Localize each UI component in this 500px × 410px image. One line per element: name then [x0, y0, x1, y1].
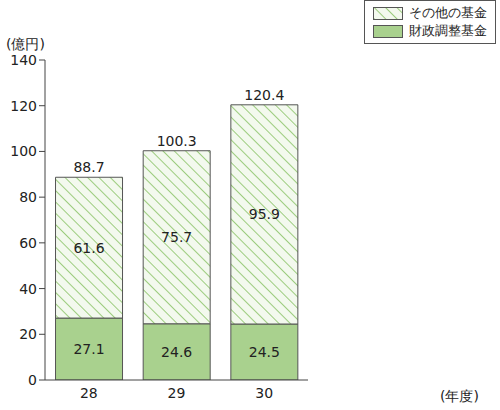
html-text:財政調整基金: 財政調整基金 — [409, 23, 487, 38]
svg-text:120: 120 — [10, 98, 37, 114]
html-text:(億円): (億円) — [6, 36, 45, 52]
svg-text:95.9: 95.9 — [249, 206, 280, 222]
svg-text:140: 140 — [10, 52, 37, 68]
svg-text:30: 30 — [255, 385, 273, 401]
svg-text:80: 80 — [19, 189, 37, 205]
svg-text:20: 20 — [19, 326, 37, 342]
svg-text:40: 40 — [19, 281, 37, 297]
svg-text:24.6: 24.6 — [161, 344, 192, 360]
svg-text:24.5: 24.5 — [249, 344, 280, 360]
svg-text:0: 0 — [28, 372, 37, 388]
html-text:その他の基金: その他の基金 — [409, 5, 487, 20]
svg-text:61.6: 61.6 — [73, 240, 104, 256]
svg-text:88.7: 88.7 — [73, 159, 104, 175]
svg-text:120.4: 120.4 — [244, 87, 284, 103]
svg-text:75.7: 75.7 — [161, 229, 192, 245]
svg-text:60: 60 — [19, 235, 37, 251]
svg-text:28: 28 — [80, 385, 98, 401]
svg-text:100.3: 100.3 — [157, 133, 197, 149]
svg-text:100: 100 — [10, 143, 37, 159]
svg-text:29: 29 — [168, 385, 186, 401]
svg-text:27.1: 27.1 — [73, 341, 104, 357]
html-text:(年度): (年度) — [440, 388, 479, 404]
